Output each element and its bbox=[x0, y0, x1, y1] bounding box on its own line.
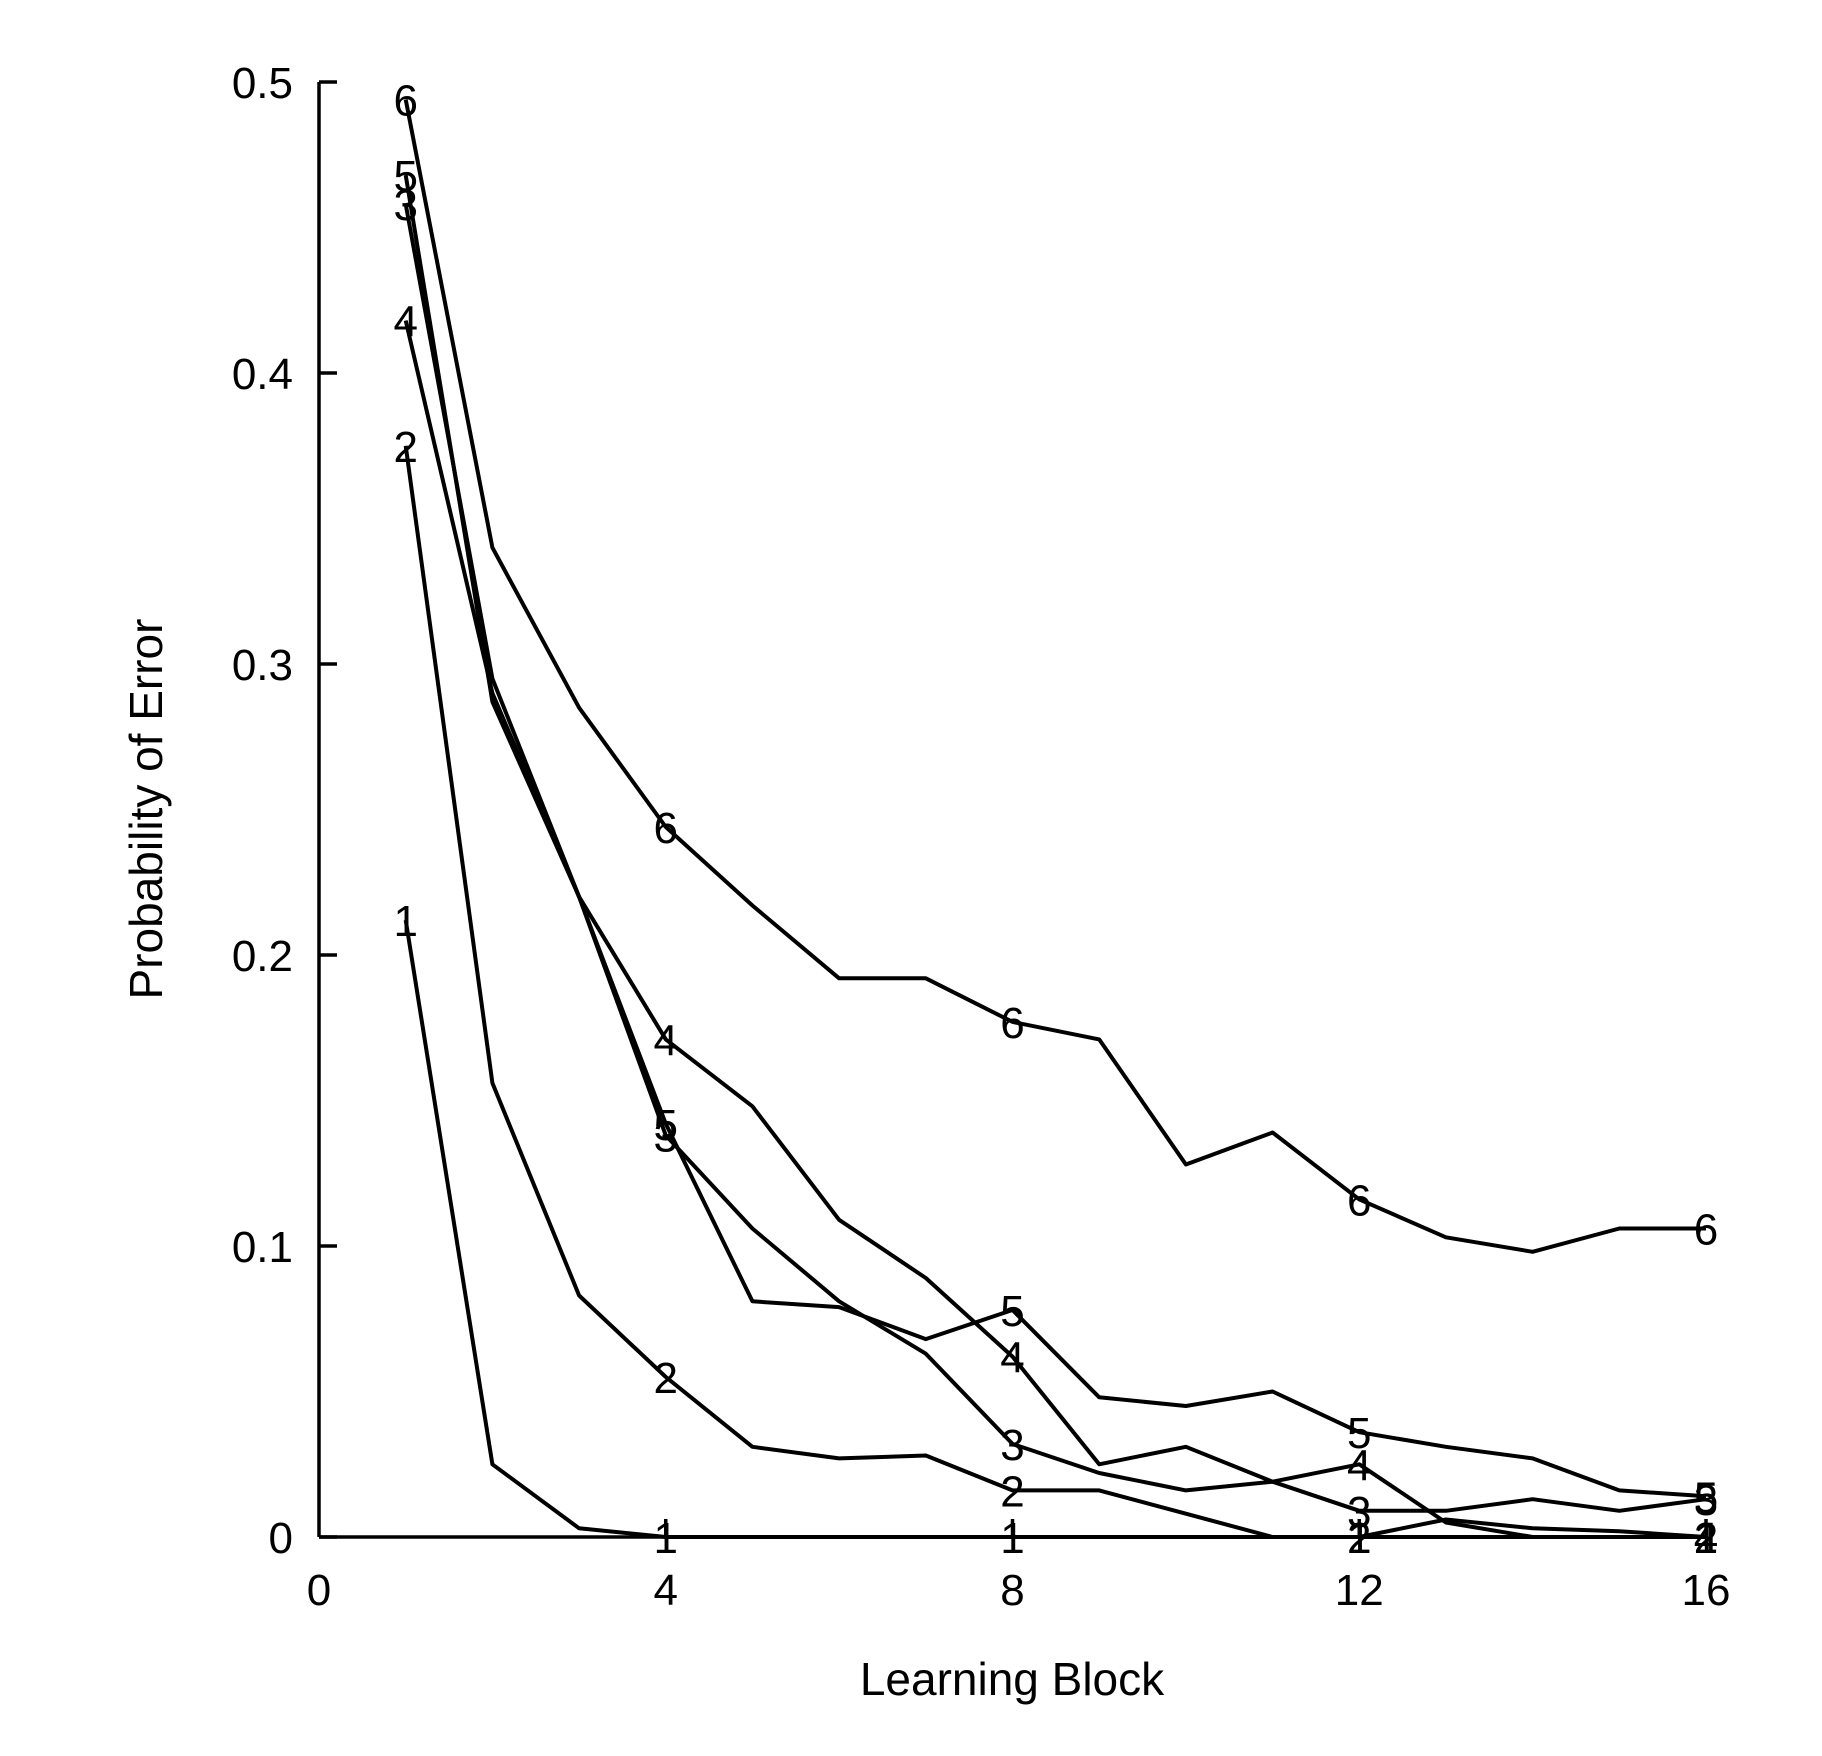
series-6-point-label: 6 bbox=[654, 804, 678, 853]
series-5-point-label: 5 bbox=[1000, 1287, 1024, 1336]
series-3-point-label: 3 bbox=[1000, 1421, 1024, 1470]
series-6-point-label: 6 bbox=[1000, 999, 1024, 1048]
x-axis-title: Learning Block bbox=[860, 1653, 1165, 1705]
y-tick-label: 0 bbox=[269, 1514, 293, 1563]
series-line-2 bbox=[403, 445, 1707, 1539]
series-2-point-label: 2 bbox=[393, 423, 417, 472]
series-line-3 bbox=[403, 203, 1707, 1513]
y-axis-ticks: 0 0.1 0.2 0.3 0.4 0.5 bbox=[232, 59, 337, 1563]
series-4-point-label: 4 bbox=[654, 1016, 678, 1065]
y-tick-label: 0.1 bbox=[232, 1223, 293, 1272]
y-tick-label: 0.3 bbox=[232, 641, 293, 690]
series-line-5 bbox=[403, 174, 1707, 1499]
y-tick-label: 0.4 bbox=[232, 350, 293, 399]
series-line-4 bbox=[403, 320, 1706, 1539]
series-5-point-label: 5 bbox=[1347, 1409, 1371, 1458]
series-point-labels: 111112222233333444445555566666 bbox=[393, 76, 1718, 1563]
series-4-point-label: 4 bbox=[1000, 1334, 1024, 1383]
series-6-point-label: 6 bbox=[393, 76, 417, 125]
series-2-point-label: 2 bbox=[654, 1354, 678, 1403]
y-axis-title: Probability of Error bbox=[120, 619, 172, 1000]
y-tick-label: 0.2 bbox=[232, 932, 293, 981]
series-line-6 bbox=[403, 99, 1706, 1254]
series-5-point-label: 5 bbox=[1694, 1473, 1718, 1522]
series-3-point-label: 3 bbox=[393, 181, 417, 230]
series-6-point-label: 6 bbox=[1694, 1206, 1718, 1255]
series-4-point-label: 4 bbox=[1347, 1441, 1371, 1490]
y-tick-label: 0.5 bbox=[232, 59, 293, 108]
series-4-point-label: 4 bbox=[393, 298, 417, 347]
x-tick-label: 12 bbox=[1335, 1566, 1384, 1615]
x-axis-ticks: 0 4 8 12 16 bbox=[307, 1519, 1731, 1615]
series-2-point-label: 2 bbox=[1000, 1467, 1024, 1516]
series-5-point-label: 5 bbox=[654, 1101, 678, 1150]
x-tick-label: 16 bbox=[1682, 1566, 1731, 1615]
series-1-point-label: 1 bbox=[393, 897, 417, 946]
x-tick-label: 4 bbox=[654, 1566, 678, 1615]
series-line-1 bbox=[403, 919, 1706, 1539]
series-3-point-label: 3 bbox=[1694, 1476, 1718, 1525]
series-3-point-label: 3 bbox=[654, 1112, 678, 1161]
series-6-point-label: 6 bbox=[1347, 1176, 1371, 1225]
x-tick-label: 0 bbox=[307, 1566, 331, 1615]
series-lines bbox=[403, 99, 1707, 1539]
x-tick-label: 8 bbox=[1000, 1566, 1024, 1615]
series-5-point-label: 5 bbox=[393, 152, 417, 201]
